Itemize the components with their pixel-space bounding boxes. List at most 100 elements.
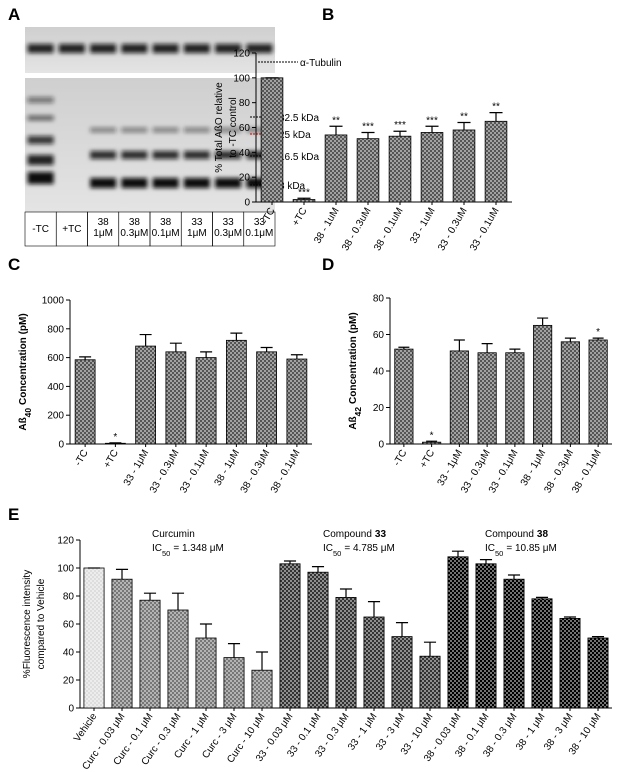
x-tick-label: 33 - 0.1μM [178,448,212,495]
blot-main [25,78,275,212]
bar [388,135,412,203]
band [246,178,273,188]
label-sub: 40 [23,408,33,418]
bar [256,351,278,445]
bar [419,655,441,709]
band [58,44,85,53]
label-part: Concentration (pM) [18,313,29,405]
annotation-part: Compound [323,529,372,540]
bar [223,657,245,709]
bar [356,138,380,203]
x-tick-label: +TC [290,206,309,228]
annotation-title: Compound 33 [323,529,386,540]
annotation-ic50: IC50 = 4.785 μM [323,543,395,558]
bar [588,339,608,445]
bar [165,351,187,445]
bar [391,636,413,709]
significance: *** [362,121,374,132]
x-tick-label: 33 - 0.1uM [468,206,501,253]
marker-label: 16.5 kDa [279,152,319,163]
y-tick-label: 400 [47,382,64,393]
band [152,44,179,53]
annotation-title: Compound 38 [485,529,548,540]
error-bar [425,125,439,133]
error-bar [200,351,213,358]
annotation-ic50: IC50 = 10.85 μM [485,543,557,558]
bar [83,567,105,709]
panel-letter: D [322,255,334,274]
band [152,178,179,188]
significance: ** [460,112,468,123]
band [246,127,273,133]
y-tick-label: 800 [47,324,64,335]
label-part: IC [152,543,162,554]
lane-label: 0.3μM [120,228,148,239]
significance: *** [426,115,438,126]
y-tick-label: 200 [47,411,64,422]
bar [292,199,316,203]
lane-label: 33 [254,217,266,228]
band [215,44,242,53]
lane-label: 38 [98,217,110,228]
y-tick-label: 40 [239,148,251,159]
error-bar [591,636,605,638]
y-axis-label: to -TC control [228,97,239,158]
band [183,178,210,188]
x-tick-label: 33 - 1μM [122,448,151,488]
error-bar [283,560,297,564]
band [90,127,117,133]
y-tick-label: 0 [378,440,384,451]
band [246,44,273,53]
error-bar [563,616,577,619]
error-bar [329,125,343,135]
band [215,127,242,133]
panel-letter: B [322,5,334,24]
x-tick-label: -TC [73,448,91,468]
y-axis-label: % Total AßO relative [214,82,225,173]
label-part: = 4.785 μM [344,543,395,554]
error-bar [457,121,471,130]
band [27,44,54,53]
label-part: IC [485,543,495,554]
bar [260,77,284,203]
y-tick-label: 40 [63,648,75,659]
band [183,44,210,53]
significance: *** [394,120,406,131]
error-bar [169,342,182,352]
y-tick-label: 80 [63,592,75,603]
bar [279,563,301,709]
error-bar [398,346,410,350]
x-tick-label: 38 - 0.3uM [340,206,373,253]
label-part: = 1.348 μM [173,543,224,554]
y-tick-label: 60 [373,330,385,341]
bar [363,616,385,709]
error-bar [361,131,375,139]
error-bar [143,592,157,601]
bar [587,637,609,709]
band [215,178,242,188]
x-tick-label: 38 - 0.1uM [372,206,405,253]
error-bar [564,337,576,342]
annotation-part: Curcumin [152,529,195,540]
y-tick-label: 1000 [42,296,65,307]
x-tick-label: 38 - 0.1μM [570,448,604,495]
annotation-title: Curcumin [152,529,195,540]
significance: *** [298,187,310,198]
bar [286,358,308,445]
bar [531,598,553,709]
band [246,151,273,159]
x-tick-label: 38 - 0.1μM [269,448,303,495]
panel-letter: E [8,505,19,524]
x-tick-label: 38 - 1uM [312,206,341,246]
error-bar [489,112,503,122]
error-bar [171,592,185,610]
y-tick-label: 20 [239,173,251,184]
panel-letter: C [8,255,20,274]
y-tick-label: 20 [63,676,75,687]
annotation-ic50: IC50 = 1.348 μM [152,543,224,558]
bar [420,132,444,203]
lane-label: +TC [62,224,81,235]
axis-label: Aß40 Concentration (pM) [18,313,33,430]
error-bar [227,643,241,658]
bar [225,339,247,445]
